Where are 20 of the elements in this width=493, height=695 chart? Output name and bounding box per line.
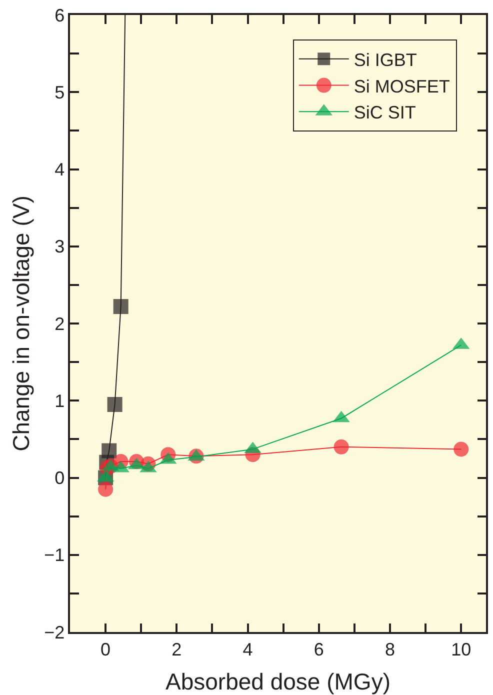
y-tick-label: −2 [44,622,65,642]
legend-label: Si MOSFET [354,76,450,96]
x-tick-label: 8 [384,639,396,660]
y-tick-label: 1 [54,390,65,411]
y-tick-label: 0 [54,468,65,488]
y-tick-label: −1 [44,545,65,566]
y-tick-label: 4 [54,160,65,180]
y-tick-label: 6 [54,5,65,26]
legend-label: Si IGBT [354,50,417,70]
x-axis-title: Absorbed dose (MGy) [166,668,390,694]
y-tick-label: 5 [54,82,65,102]
x-tick-label: 2 [172,639,182,660]
y-tick-label: 2 [54,314,65,334]
x-tick-label: 6 [314,639,324,660]
y-axis-title: Change in on-voltage (V) [8,196,34,452]
x-tick-label: 4 [242,639,253,660]
y-tick-label: 3 [54,236,65,257]
x-tick-label: 10 [451,639,472,660]
legend-label: SiC SIT [354,102,416,123]
x-tick-label: 0 [100,639,111,660]
